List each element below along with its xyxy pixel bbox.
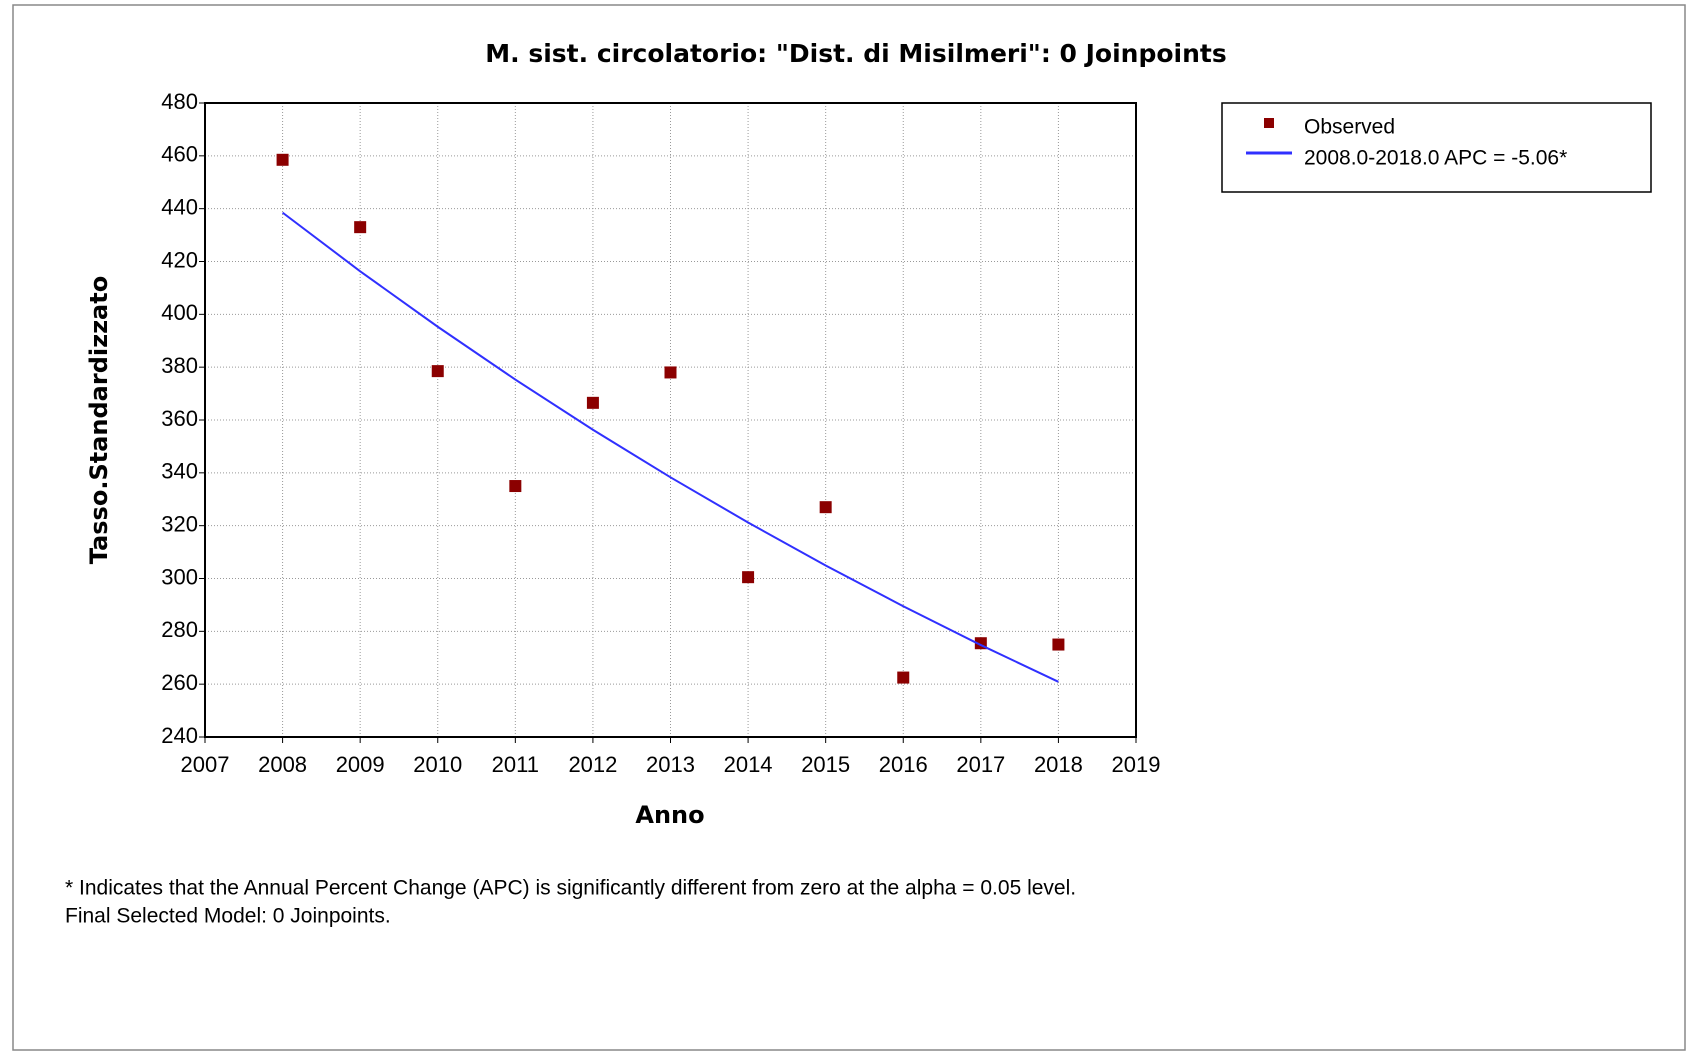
y-axis-label: Tasso.Standardizzato	[85, 276, 113, 564]
x-tick-label: 2011	[492, 752, 539, 777]
y-tick-label: 440	[161, 194, 198, 219]
y-tick-label: 300	[161, 564, 198, 589]
x-tick-label: 2008	[258, 752, 307, 777]
data-point	[354, 221, 367, 234]
y-tick-label: 340	[161, 459, 198, 484]
y-tick-label: 280	[161, 617, 198, 642]
y-tick-label: 420	[161, 247, 198, 272]
data-point	[586, 396, 599, 409]
x-tick-label: 2013	[646, 752, 695, 777]
x-tick-label: 2015	[801, 752, 850, 777]
plot-area	[204, 102, 1137, 738]
data-point	[276, 153, 289, 166]
x-tick-label: 2017	[956, 752, 1005, 777]
legend-label: Observed	[1304, 116, 1395, 139]
data-point	[509, 480, 522, 493]
data-point	[897, 671, 910, 684]
y-tick-label: 240	[161, 723, 198, 748]
x-tick-label: 2009	[336, 752, 385, 777]
y-tick-label: 380	[161, 353, 198, 378]
y-tick-label: 400	[161, 300, 198, 325]
x-tick-label: 2016	[879, 752, 928, 777]
footnote: * Indicates that the Annual Percent Chan…	[65, 877, 1076, 900]
data-point	[664, 366, 677, 379]
legend-marker	[1264, 118, 1274, 128]
footnote: Final Selected Model: 0 Joinpoints.	[65, 905, 391, 928]
x-tick-label: 2018	[1034, 752, 1083, 777]
x-tick-label: 2007	[181, 752, 230, 777]
data-point	[742, 571, 755, 584]
x-axis-label: Anno	[635, 801, 704, 829]
data-point	[1052, 638, 1065, 651]
x-tick-label: 2010	[413, 752, 462, 777]
data-point	[431, 365, 444, 378]
legend-label: 2008.0-2018.0 APC = -5.06*	[1304, 147, 1567, 170]
y-tick-label: 480	[161, 89, 198, 114]
legend	[1221, 102, 1652, 193]
y-tick-label: 260	[161, 670, 198, 695]
chart-title: M. sist. circolatorio: "Dist. di Misilme…	[485, 39, 1226, 68]
x-tick-label: 2012	[568, 752, 617, 777]
y-tick-label: 320	[161, 511, 198, 536]
data-point	[819, 501, 832, 514]
fit-line	[281, 211, 1059, 683]
x-tick-label: 2019	[1112, 752, 1161, 777]
y-tick-label: 360	[161, 406, 198, 431]
y-tick-label: 460	[161, 142, 198, 167]
x-tick-label: 2014	[724, 752, 773, 777]
